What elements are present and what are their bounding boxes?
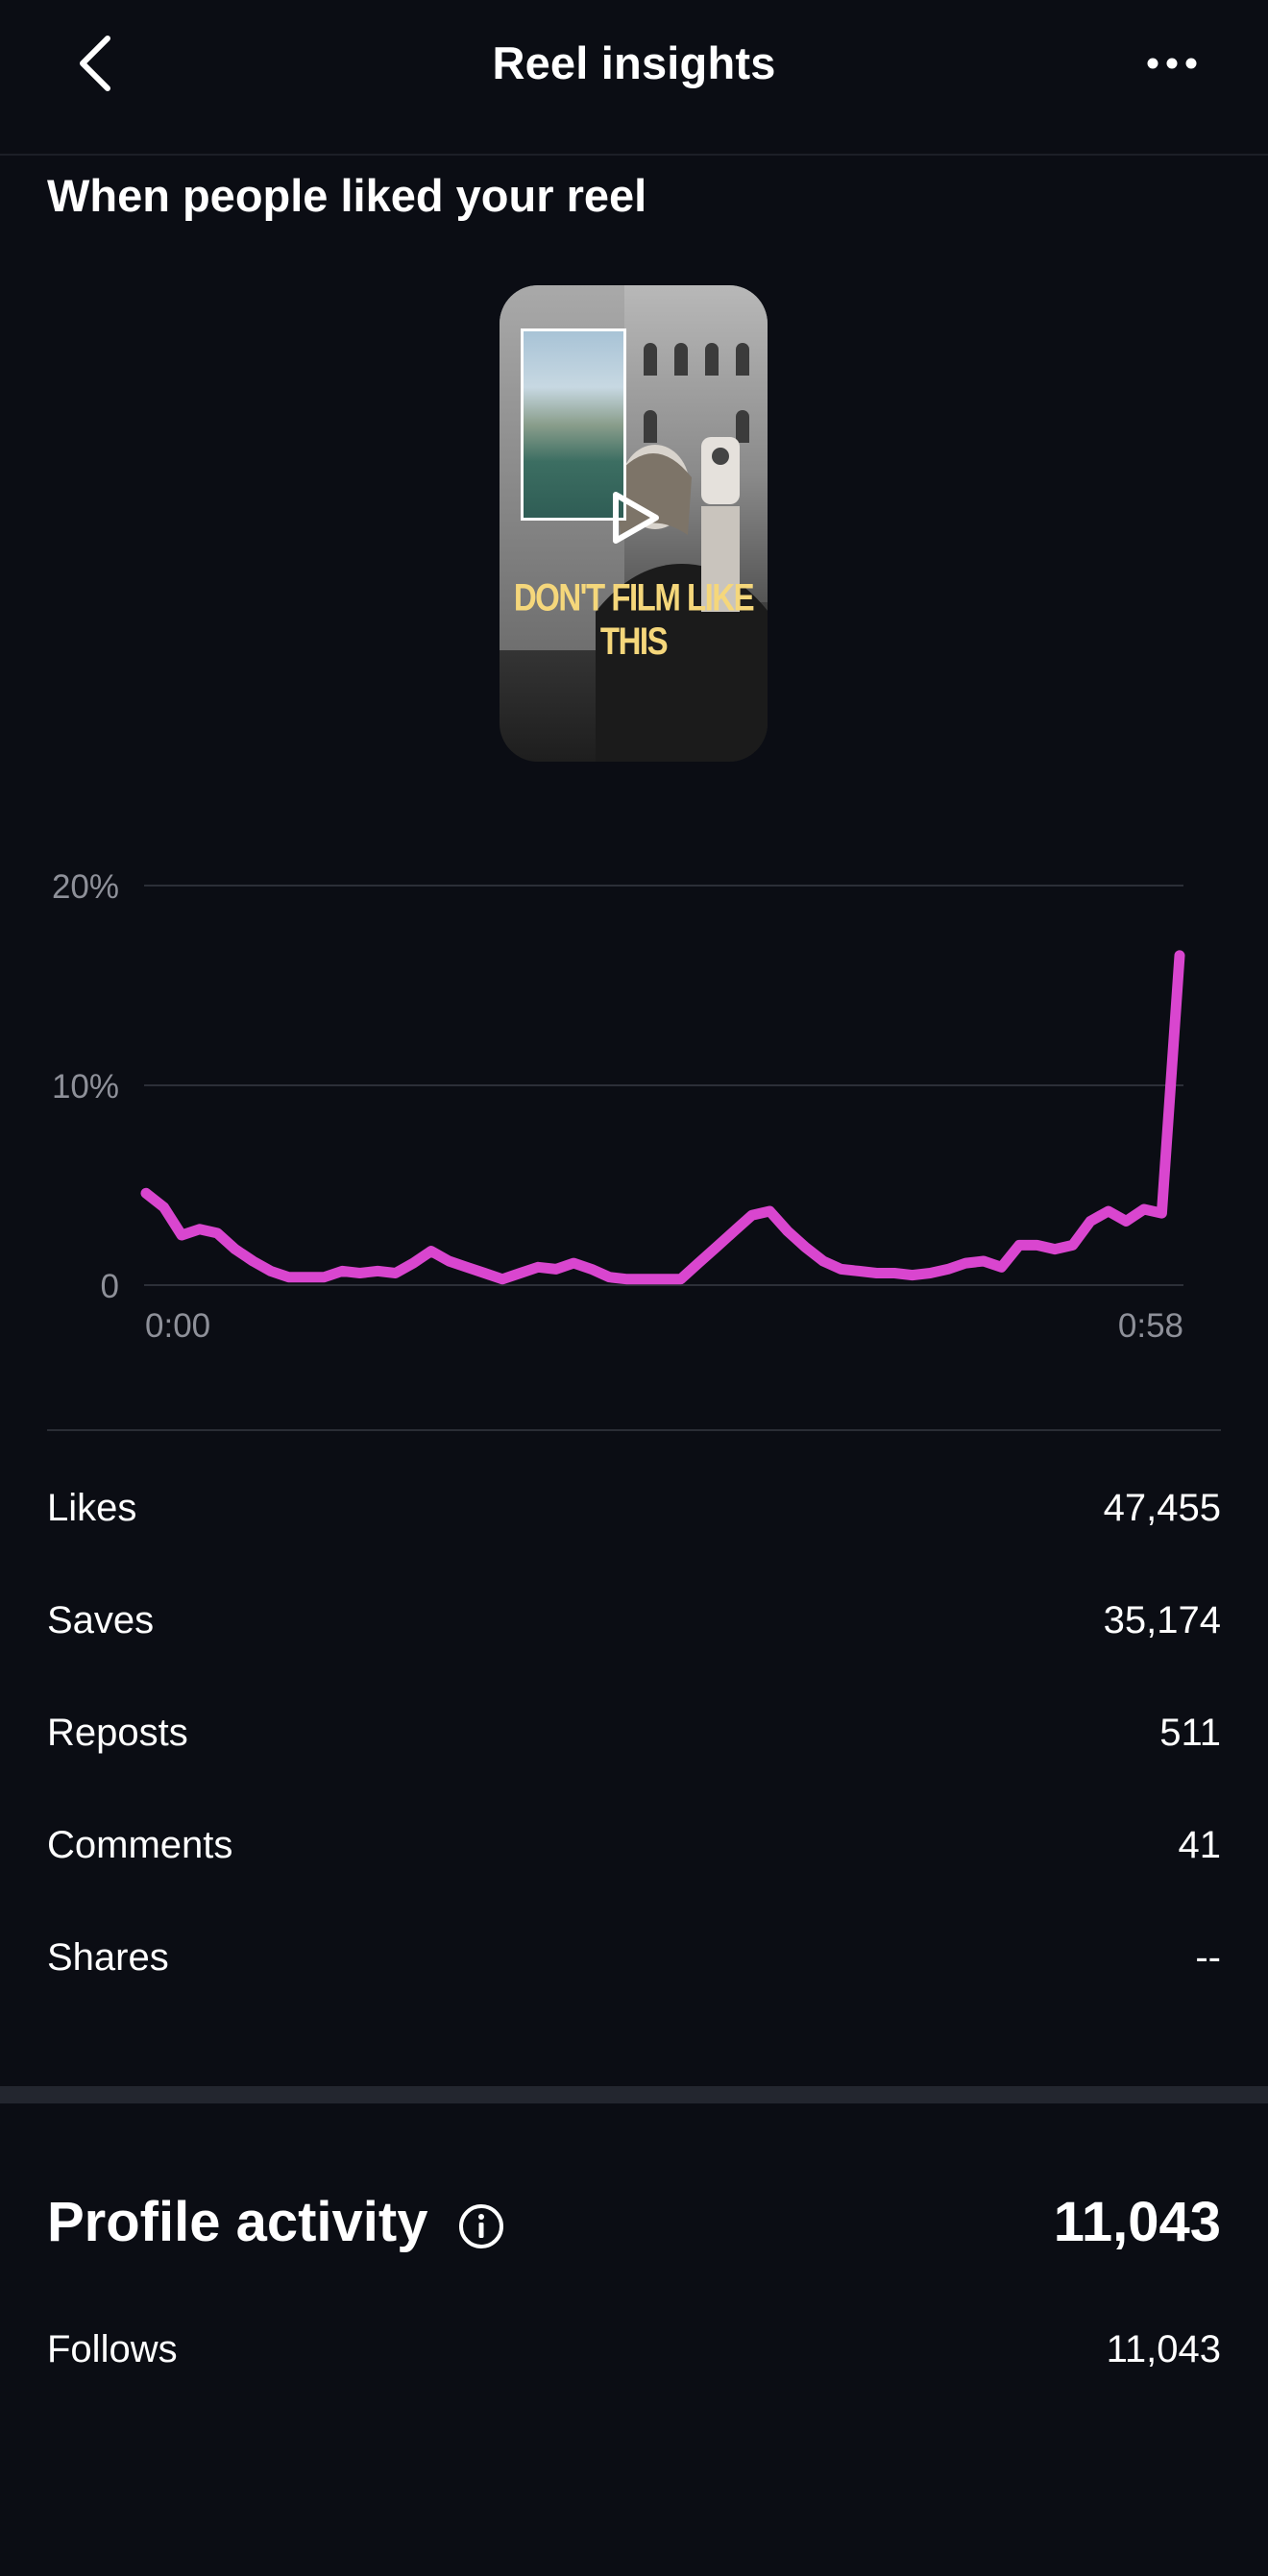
chevron-left-icon [80, 36, 110, 91]
likes-over-time-chart: 20% 10% 0 0:00 0:58 [52, 868, 1185, 1345]
stat-label: Shares [47, 1936, 169, 1979]
y-tick-label: 10% [52, 1068, 119, 1106]
stat-value: 11,043 [1106, 2328, 1221, 2370]
person-silhouette [596, 437, 768, 762]
stat-value: -- [1195, 1936, 1221, 1979]
stat-row-comments: Comments 41 [47, 1824, 1221, 1882]
section-title: When people liked your reel [47, 170, 647, 221]
reel-thumbnail[interactable]: DON'T FILM LIKE THIS [500, 285, 768, 762]
profile-activity-title: Profile activity [47, 2191, 428, 2253]
thumbnail-inset-image [521, 328, 626, 521]
x-tick-label: 0:58 [1118, 1307, 1183, 1345]
building-window [705, 343, 719, 376]
stat-label: Saves [47, 1599, 155, 1641]
y-tick-label: 0 [101, 1268, 119, 1305]
y-tick-label: 20% [52, 868, 119, 906]
building-window [736, 343, 749, 376]
info-button[interactable] [457, 2202, 505, 2250]
stat-label: Reposts [47, 1712, 188, 1754]
top-bar: Reel insights [0, 0, 1268, 156]
stat-row-follows: Follows 11,043 [47, 2328, 1221, 2386]
stat-value: 511 [1159, 1712, 1221, 1754]
more-options-button[interactable] [1141, 46, 1203, 81]
stat-value: 35,174 [1103, 1599, 1221, 1641]
building-window [674, 343, 688, 376]
divider [47, 1429, 1221, 1431]
more-horizontal-icon [1147, 58, 1197, 69]
profile-activity-total: 11,043 [1053, 2191, 1221, 2253]
building-window [644, 410, 657, 443]
building-window [644, 343, 657, 376]
stat-value: 41 [1178, 1824, 1222, 1866]
x-tick-label: 0:00 [145, 1307, 210, 1345]
stat-row-likes: Likes 47,455 [47, 1487, 1221, 1544]
play-button[interactable] [602, 487, 664, 548]
building-window [736, 410, 749, 443]
stat-label: Likes [47, 1487, 137, 1529]
stat-row-saves: Saves 35,174 [47, 1599, 1221, 1657]
thumbnail-caption: DON'T FILM LIKE THIS [513, 575, 755, 663]
play-icon [613, 492, 659, 544]
thumbnail-building [624, 285, 768, 602]
stat-row-reposts: Reposts 511 [47, 1712, 1221, 1769]
page-title: Reel insights [492, 37, 776, 88]
series-line [140, 950, 1185, 1285]
info-icon [459, 2204, 503, 2248]
stat-label: Comments [47, 1824, 233, 1866]
stat-row-shares: Shares -- [47, 1936, 1221, 1994]
back-button[interactable] [67, 33, 129, 94]
section-separator [0, 2086, 1268, 2103]
stat-value: 47,455 [1103, 1487, 1221, 1529]
stat-label: Follows [47, 2328, 178, 2370]
